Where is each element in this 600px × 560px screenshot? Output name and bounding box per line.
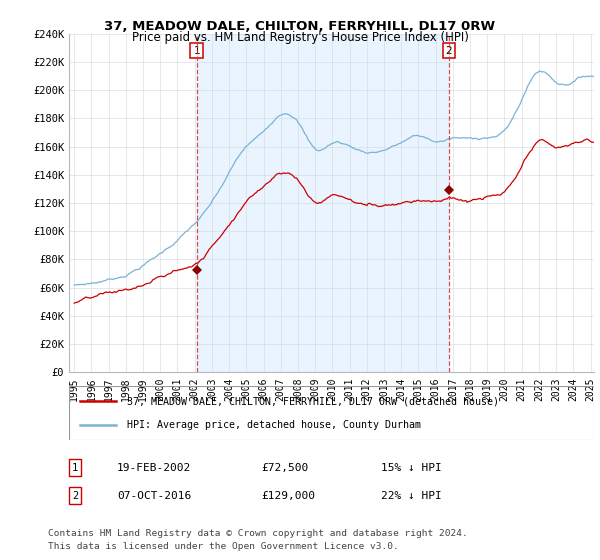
Text: Price paid vs. HM Land Registry's House Price Index (HPI): Price paid vs. HM Land Registry's House … xyxy=(131,31,469,44)
Bar xyxy=(197,34,449,372)
Text: 2: 2 xyxy=(72,491,78,501)
Text: 15% ↓ HPI: 15% ↓ HPI xyxy=(381,463,442,473)
Text: 22% ↓ HPI: 22% ↓ HPI xyxy=(381,491,442,501)
Text: £129,000: £129,000 xyxy=(261,491,315,501)
Text: £72,500: £72,500 xyxy=(261,463,308,473)
Text: 19-FEB-2002: 19-FEB-2002 xyxy=(117,463,191,473)
Text: 1: 1 xyxy=(72,463,78,473)
Text: 1: 1 xyxy=(193,45,200,55)
Text: 37, MEADOW DALE, CHILTON, FERRYHILL, DL17 0RW (detached house): 37, MEADOW DALE, CHILTON, FERRYHILL, DL1… xyxy=(127,396,499,407)
Text: 2: 2 xyxy=(446,45,452,55)
Text: HPI: Average price, detached house, County Durham: HPI: Average price, detached house, Coun… xyxy=(127,419,421,430)
Text: 37, MEADOW DALE, CHILTON, FERRYHILL, DL17 0RW: 37, MEADOW DALE, CHILTON, FERRYHILL, DL1… xyxy=(104,20,496,32)
Text: 07-OCT-2016: 07-OCT-2016 xyxy=(117,491,191,501)
Text: Contains HM Land Registry data © Crown copyright and database right 2024.
This d: Contains HM Land Registry data © Crown c… xyxy=(48,529,468,550)
